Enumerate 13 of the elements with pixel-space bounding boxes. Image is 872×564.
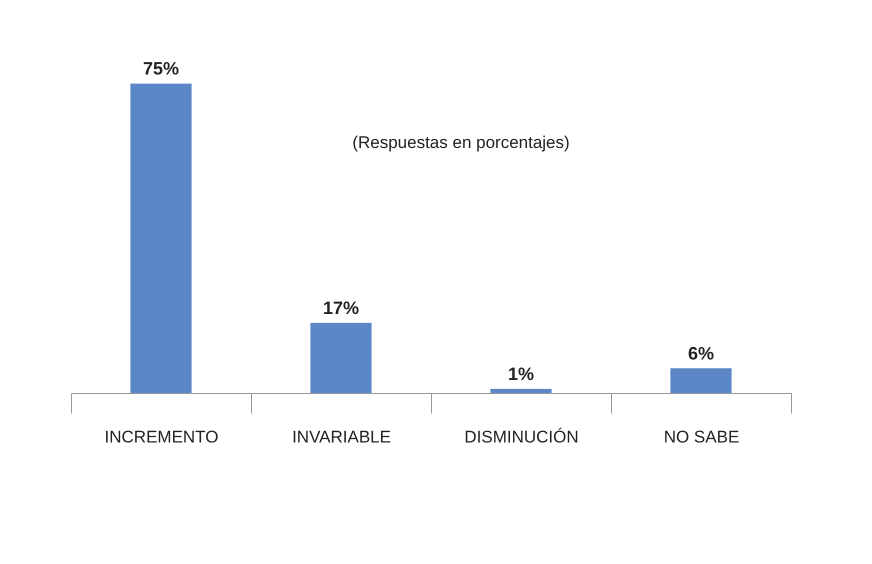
- data-label: 17%: [322, 298, 360, 318]
- x-tick-label: INVARIABLE: [292, 428, 391, 446]
- bar: [310, 322, 372, 393]
- x-tick-label: DISMINUCIÓN: [464, 428, 579, 446]
- data-label: 75%: [142, 58, 180, 79]
- bar: [670, 368, 732, 393]
- data-label: 1%: [508, 364, 534, 384]
- bar: [130, 84, 192, 393]
- x-tick-label: NO SABE: [664, 428, 740, 446]
- data-label: 6%: [688, 343, 714, 364]
- annotation: (Respuestas en porcentajes): [352, 133, 570, 152]
- bar: [490, 388, 552, 393]
- x-tick-label: INCREMENTO: [104, 428, 218, 446]
